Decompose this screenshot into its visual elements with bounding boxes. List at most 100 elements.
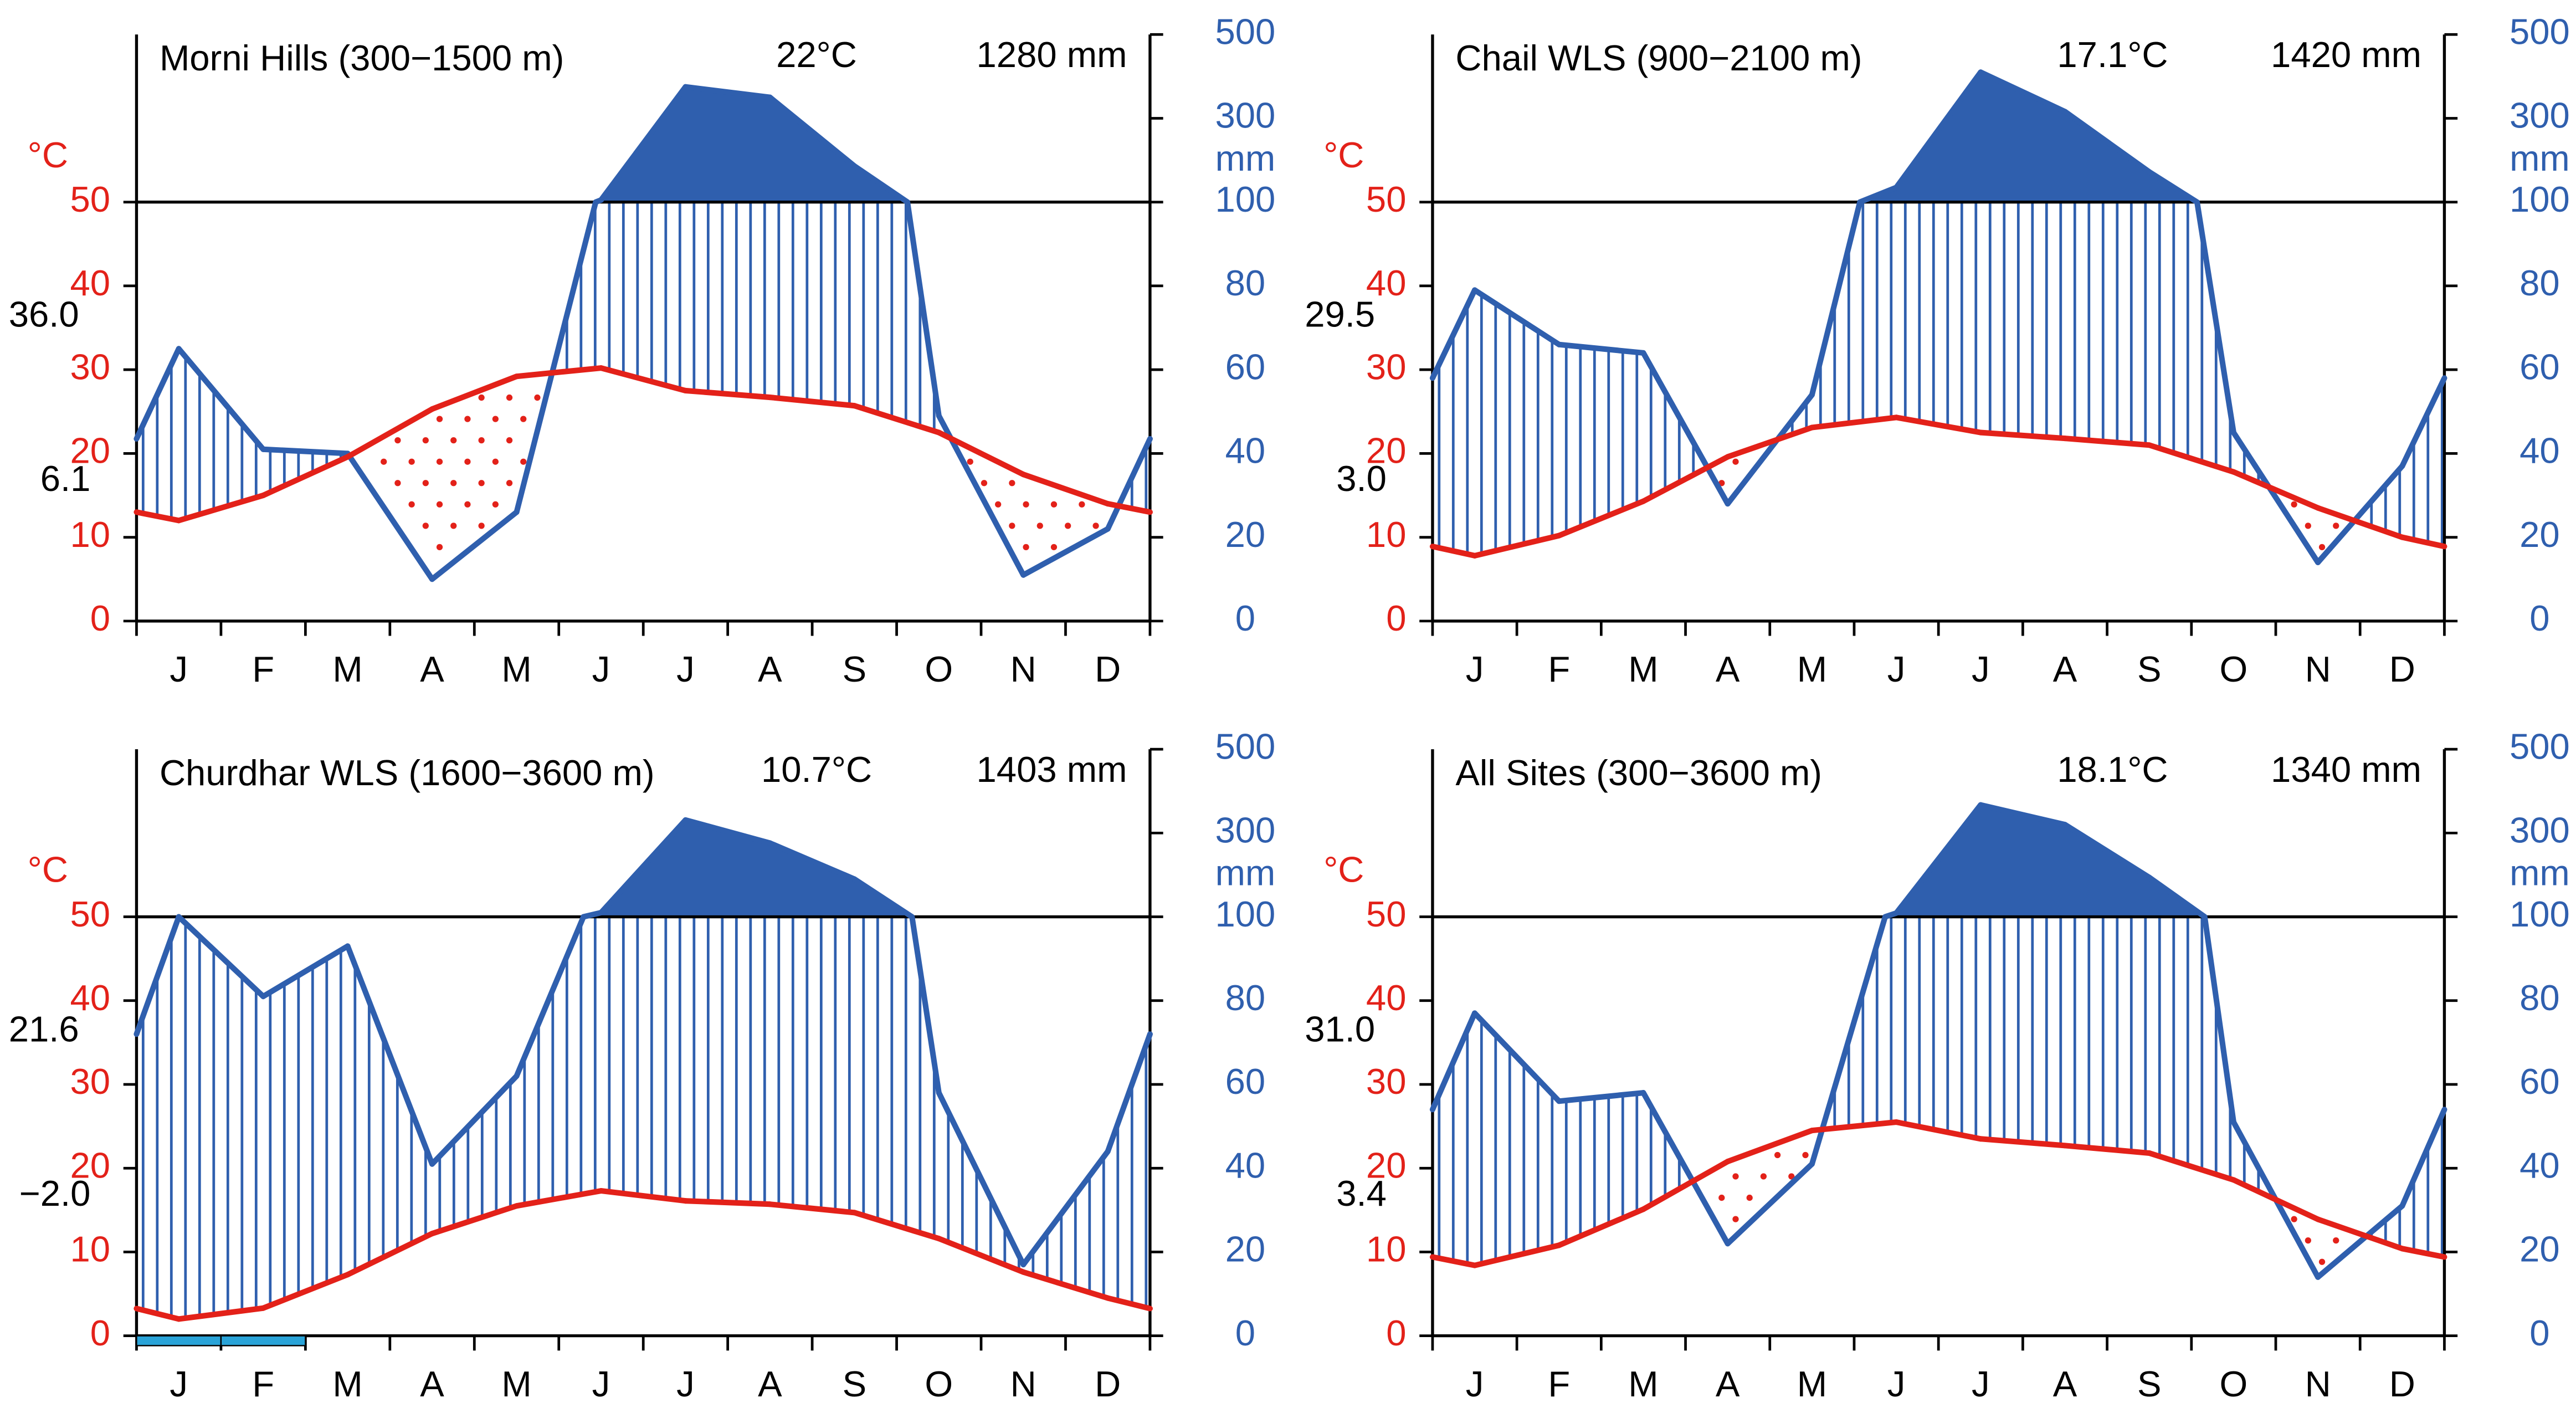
precip-excess-fill bbox=[1432, 72, 2445, 202]
dry-dot bbox=[2333, 523, 2339, 529]
precip-line-wrap bbox=[2399, 1107, 2447, 1209]
mean-temp: 22°C bbox=[776, 34, 857, 75]
dry-dot bbox=[2305, 523, 2311, 529]
temp-line bbox=[2230, 469, 2321, 511]
dry-dot bbox=[2333, 1237, 2339, 1244]
dry-dot bbox=[967, 458, 973, 465]
y-tick-label: 0 bbox=[1386, 598, 1406, 638]
y2-tick-label: 100 bbox=[1215, 179, 1275, 219]
y-unit: °C bbox=[28, 849, 68, 890]
x-tick-label: N bbox=[1010, 1364, 1036, 1404]
dry-dot bbox=[492, 501, 499, 508]
y2-tick-label: 0 bbox=[2529, 598, 2549, 638]
temp-line bbox=[1725, 1128, 1815, 1165]
x-tick-label: J bbox=[1972, 649, 1990, 689]
dry-dot bbox=[1746, 1194, 1753, 1201]
y2-tick-label: 500 bbox=[2510, 12, 2570, 52]
x-tick-label: S bbox=[2137, 649, 2162, 689]
precip-line-wrap bbox=[134, 346, 182, 442]
dry-dot bbox=[520, 416, 527, 422]
temp-line bbox=[1556, 1206, 1646, 1248]
precip-line bbox=[2230, 429, 2321, 566]
y-tick-label: 20 bbox=[70, 1145, 110, 1185]
y2-tick-label: 80 bbox=[1225, 977, 1266, 1018]
x-tick-label: S bbox=[843, 1364, 867, 1404]
dry-dot bbox=[506, 437, 513, 444]
precip-line-wrap bbox=[1429, 287, 1478, 381]
temp-line bbox=[2315, 505, 2405, 540]
x-tick-label: D bbox=[1095, 649, 1121, 689]
dry-dot bbox=[1050, 501, 1058, 508]
precip-line bbox=[1020, 1148, 1111, 1268]
dry-dot bbox=[464, 501, 471, 508]
temp-line bbox=[936, 429, 1027, 478]
temp-line-wrap bbox=[1105, 1295, 1153, 1312]
max-temp: 31.0 bbox=[1305, 1008, 1375, 1049]
temp-line bbox=[514, 365, 604, 380]
temp-line-wrap bbox=[134, 509, 182, 524]
x-tick-label: A bbox=[2053, 649, 2077, 689]
temp-line-wrap bbox=[2399, 534, 2447, 550]
temp-line-wrap bbox=[134, 1306, 182, 1322]
dry-dot bbox=[1079, 501, 1085, 508]
y2-tick-label: 300 bbox=[2510, 810, 2570, 851]
x-tick-label: J bbox=[170, 649, 188, 689]
x-tick-label: M bbox=[332, 1364, 362, 1404]
precip-line bbox=[1978, 69, 2068, 115]
x-tick-label: F bbox=[1548, 649, 1570, 689]
dry-dot bbox=[450, 523, 457, 529]
temp-line bbox=[851, 1210, 942, 1242]
y2-tick-label: 20 bbox=[1225, 1229, 1266, 1269]
y-unit: °C bbox=[1323, 135, 1364, 175]
temp-line bbox=[2062, 436, 2152, 448]
temp-line bbox=[1020, 1269, 1111, 1301]
temp-line bbox=[1893, 1119, 1984, 1142]
y-tick-label: 30 bbox=[1366, 1061, 1407, 1102]
y2-tick-label: 300 bbox=[2510, 95, 2570, 136]
y2-tick-label: 300 bbox=[1215, 810, 1275, 851]
dry-dot bbox=[436, 501, 443, 508]
temp-line bbox=[1020, 472, 1111, 507]
dry-dot bbox=[381, 458, 387, 465]
precip-line bbox=[260, 446, 351, 457]
temp-line-wrap bbox=[1105, 501, 1153, 515]
precip-line bbox=[1556, 341, 1646, 356]
x-tick-label: F bbox=[1548, 1364, 1570, 1404]
y2-tick-label: 60 bbox=[2519, 346, 2560, 387]
temp-line bbox=[1640, 454, 1731, 504]
y-tick-label: 0 bbox=[1386, 1313, 1406, 1353]
precip-line bbox=[429, 1073, 520, 1167]
x-tick-label: A bbox=[420, 649, 444, 689]
dry-dot bbox=[1050, 544, 1058, 551]
precip-line bbox=[683, 817, 773, 846]
dry-dot bbox=[1774, 1151, 1781, 1159]
x-tick-label: M bbox=[501, 649, 531, 689]
x-tick-label: M bbox=[1628, 1364, 1658, 1404]
precip-line bbox=[1809, 185, 1900, 398]
dry-dot bbox=[464, 458, 471, 465]
y2-tick-label: 300 bbox=[1215, 95, 1275, 136]
min-temp: 3.4 bbox=[1336, 1173, 1387, 1214]
precip-line bbox=[514, 909, 604, 1079]
y2-tick-label: 0 bbox=[2529, 1313, 2549, 1353]
y-unit: °C bbox=[1323, 849, 1364, 890]
dry-dot bbox=[506, 394, 513, 401]
y2-tick-label: 80 bbox=[2519, 263, 2560, 303]
y2-tick-label: 80 bbox=[1225, 263, 1266, 303]
y2-tick-label: 500 bbox=[1215, 726, 1275, 766]
y-unit: °C bbox=[28, 135, 68, 175]
precip-line bbox=[1809, 910, 1900, 1167]
x-tick-label: M bbox=[501, 1364, 531, 1404]
y-tick-label: 40 bbox=[70, 263, 110, 303]
dry-dot bbox=[2291, 1216, 2297, 1222]
y2-unit: mm bbox=[1215, 138, 1276, 178]
precip-line-wrap bbox=[1105, 1031, 1153, 1154]
x-tick-label: N bbox=[2305, 1364, 2331, 1404]
precip-line bbox=[1893, 802, 1984, 916]
x-tick-label: M bbox=[1797, 1364, 1827, 1404]
x-tick-label: N bbox=[2305, 649, 2331, 689]
temp-line bbox=[936, 1236, 1027, 1275]
x-tick-label: A bbox=[758, 649, 782, 689]
y2-tick-label: 80 bbox=[2519, 977, 2560, 1018]
temp-line bbox=[1640, 1159, 1731, 1212]
